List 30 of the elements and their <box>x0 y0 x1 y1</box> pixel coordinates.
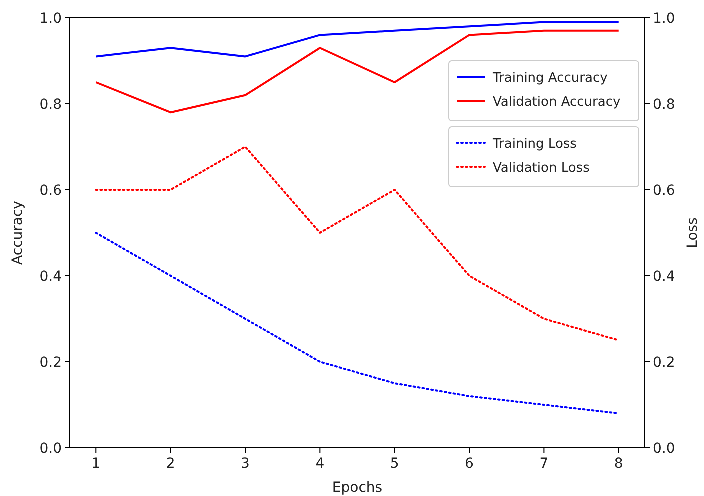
y-tick-label: 0.0 <box>40 441 62 457</box>
y2-tick-label: 0.4 <box>653 269 676 285</box>
y2-tick-label: 0.6 <box>653 183 676 199</box>
x-tick-label: 3 <box>241 456 250 472</box>
x-tick-label: 2 <box>166 456 176 472</box>
y2-axis-title: Loss <box>685 218 701 248</box>
y2-tick-label: 0.0 <box>653 441 676 457</box>
x-tick-label: 1 <box>92 456 101 472</box>
y-tick-label: 0.8 <box>40 97 62 113</box>
x-tick-label: 6 <box>465 456 474 472</box>
y2-tick-label: 0.8 <box>653 97 676 113</box>
y-tick-label: 0.4 <box>40 269 62 285</box>
legend-label: Validation Loss <box>493 161 590 176</box>
legend-label: Validation Accuracy <box>493 95 621 110</box>
legend-label: Training Loss <box>492 137 578 152</box>
y-tick-label: 0.2 <box>40 355 62 371</box>
x-tick-label: 7 <box>540 456 549 472</box>
line-series <box>95 232 620 415</box>
x-tick-label: 4 <box>316 456 325 472</box>
x-tick-label: 5 <box>390 456 400 472</box>
x-axis-title: Epochs <box>332 480 383 496</box>
y-tick-label: 0.6 <box>40 183 62 199</box>
y2-tick-label: 1.0 <box>653 11 676 27</box>
line-series <box>95 21 620 58</box>
y2-tick-label: 0.2 <box>653 355 676 371</box>
line-series <box>95 30 620 114</box>
y-tick-label: 1.0 <box>40 11 62 27</box>
x-tick-label: 8 <box>614 456 624 472</box>
y-axis-title: Accuracy <box>10 201 26 265</box>
legend-label: Training Accuracy <box>492 71 608 86</box>
